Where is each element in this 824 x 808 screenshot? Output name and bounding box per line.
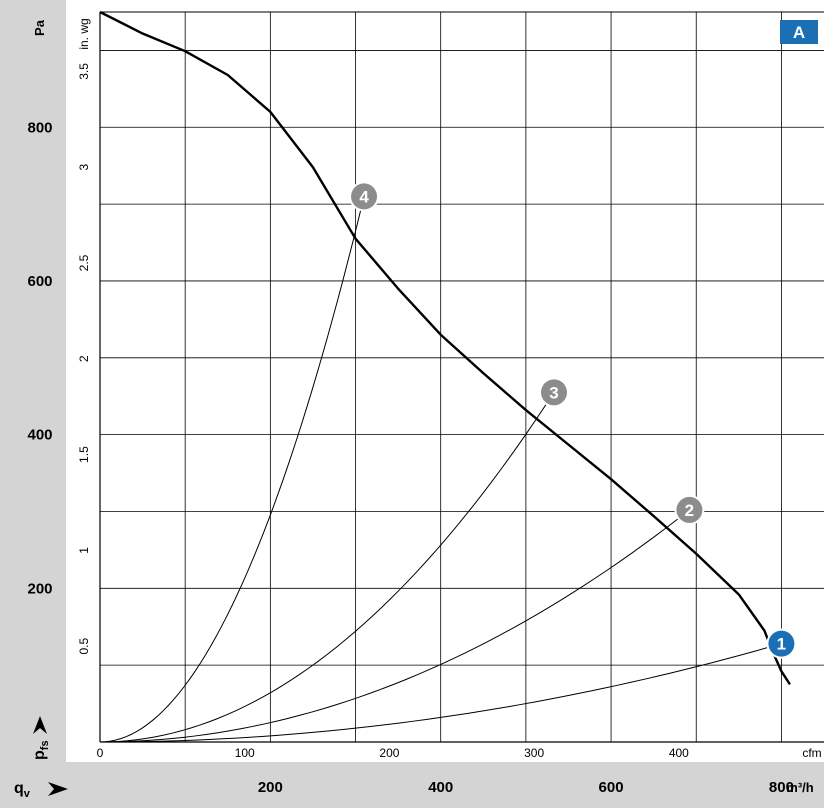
badge-label: A [793, 23, 805, 42]
y-tick-label-inwg: 2 [77, 355, 91, 362]
system-curve-3 [99, 392, 555, 743]
fan-curve-group [99, 10, 791, 686]
y-tick-label-pa: 800 [27, 119, 52, 136]
x-tick-label-cfm: 100 [235, 746, 255, 760]
system-curves [99, 196, 782, 743]
y-tick-label-inwg: 3.5 [77, 63, 91, 80]
operating-point-1 [768, 630, 795, 657]
operating-points: 1 2 3 4 [349, 181, 797, 659]
system-curve-1 [99, 643, 782, 743]
x-tick-label-m3h: 400 [428, 779, 453, 796]
x-tick-label-cfm: 300 [524, 746, 544, 760]
x-axis-band [0, 762, 824, 808]
badge-box [780, 20, 818, 44]
x-unit-m3h: m³/h [786, 780, 814, 795]
y-tick-label-inwg: 0.5 [77, 638, 91, 655]
x-axis-arrow-icon [48, 782, 68, 796]
x-tick-label-m3h: 200 [258, 779, 283, 796]
y-tick-label-inwg: 3 [77, 164, 91, 171]
x-unit-cfm: cfm [802, 746, 821, 760]
y-axis-arrow-icon [33, 716, 47, 734]
operating-point-label: 1 [777, 635, 786, 654]
operating-point-2 [676, 496, 703, 523]
system-curve-4 [99, 196, 365, 743]
x-tick-label-cfm: 400 [669, 746, 689, 760]
y-axis-band [0, 0, 66, 762]
x-tick-label-m3h: 600 [599, 779, 624, 796]
y-unit-inwg: in. wg [77, 18, 91, 49]
y-tick-label-inwg: 1.5 [77, 446, 91, 463]
operating-point-label: 4 [359, 187, 369, 206]
operating-point-label: 3 [549, 383, 558, 402]
x-axis-label: qv [14, 780, 31, 800]
operating-point-label: 2 [685, 501, 694, 520]
y-tick-label-pa: 400 [27, 427, 52, 444]
y-unit-pa: Pa [32, 19, 47, 36]
y-tick-label-pa: 200 [27, 580, 52, 597]
x-tick-label-cfm: 0 [97, 746, 104, 760]
y-tick-label-inwg: 2.5 [77, 254, 91, 271]
grid [99, 11, 824, 743]
fan-curve [99, 10, 791, 686]
x-tick-label-cfm: 200 [379, 746, 399, 760]
operating-point-4 [351, 183, 378, 210]
operating-point-3 [540, 379, 567, 406]
y-tick-label-inwg: 1 [77, 547, 91, 554]
system-curve-2 [99, 509, 690, 743]
x-tick-label-m3h: 800 [769, 779, 794, 796]
y-axis-label: pfs [31, 740, 51, 760]
y-tick-label-pa: 600 [27, 273, 52, 290]
